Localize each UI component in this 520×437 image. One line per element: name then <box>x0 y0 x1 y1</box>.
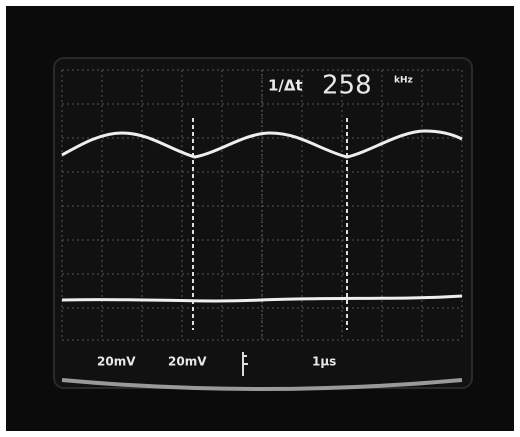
readout-label: 1/Δt <box>268 77 303 95</box>
screen <box>53 57 473 389</box>
channel-1-scale: 20mV <box>97 355 136 369</box>
readout-value: 258 <box>322 71 372 101</box>
readout-unit: kHz <box>394 76 413 86</box>
trace-1 <box>61 129 463 159</box>
trigger-symbol <box>242 352 248 376</box>
channel-2-scale: 20mV <box>168 355 207 369</box>
timebase: 1µs <box>312 355 336 369</box>
screen-reflection <box>61 378 463 391</box>
trace-2 <box>61 294 463 303</box>
